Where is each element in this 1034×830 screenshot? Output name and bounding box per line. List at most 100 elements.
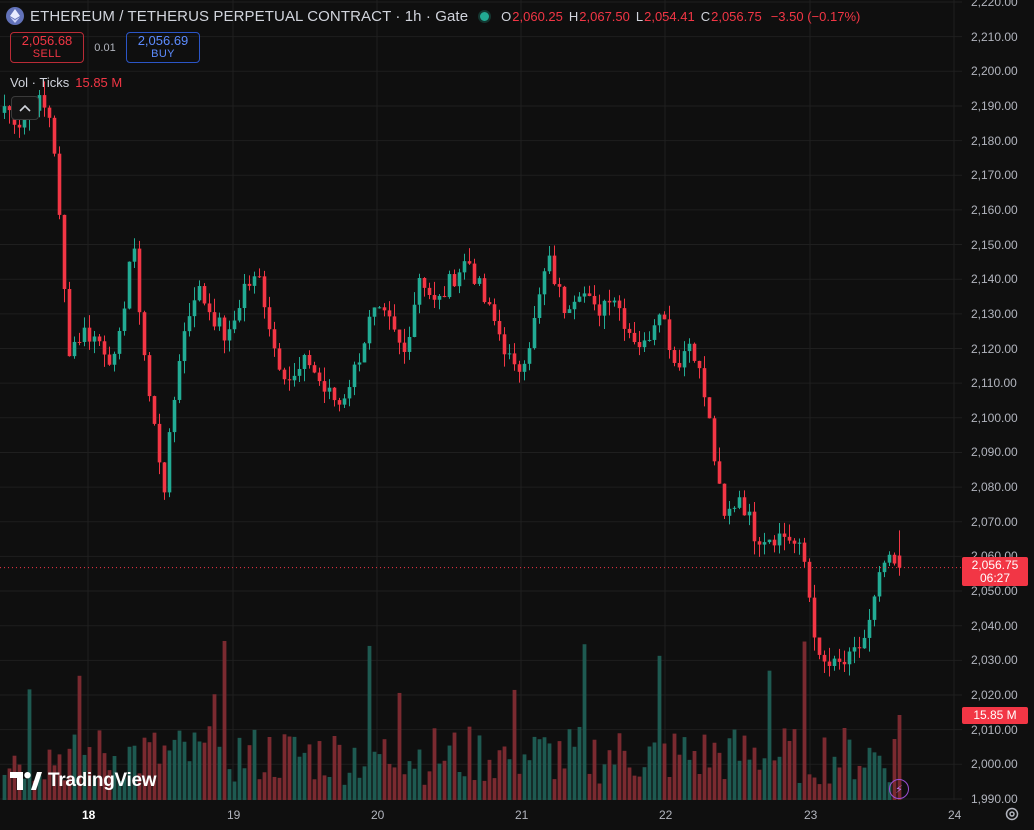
candle-body xyxy=(507,353,512,355)
candle-body xyxy=(742,497,747,516)
candle-body xyxy=(342,398,347,405)
volume-bar xyxy=(77,675,82,800)
candle-body xyxy=(132,248,137,262)
candle-body xyxy=(582,293,587,297)
volume-bar xyxy=(747,759,752,800)
volume-bar xyxy=(147,742,152,800)
volume-bar xyxy=(442,760,447,800)
volume-bar xyxy=(82,754,87,800)
volume-bar xyxy=(527,760,532,800)
volume-bar xyxy=(847,739,852,800)
candle-body xyxy=(322,381,327,392)
volume-bar xyxy=(237,737,242,800)
candle-body xyxy=(172,399,177,433)
candle-body xyxy=(672,350,677,363)
candle-body xyxy=(167,432,172,493)
candle-body xyxy=(547,255,552,272)
volume-bar xyxy=(382,739,387,800)
volume-bar xyxy=(752,747,757,800)
grid xyxy=(0,0,962,800)
volume-bar xyxy=(332,736,337,800)
price-axis-label: 2,050.00 xyxy=(971,584,1018,599)
volume-bar xyxy=(102,753,107,800)
candle-body xyxy=(682,351,687,368)
volume-bar xyxy=(222,640,227,800)
tradingview-logo[interactable]: TradingView xyxy=(10,770,157,792)
volume-bar xyxy=(857,765,862,800)
candle-body xyxy=(317,372,322,382)
candle-body xyxy=(207,303,212,313)
volume-bar xyxy=(407,761,412,800)
volume-bar xyxy=(732,729,737,800)
volume-legend[interactable]: Vol · Ticks 15.85 M xyxy=(10,75,122,90)
candle-body xyxy=(532,317,537,349)
time-axis-label: 23 xyxy=(804,808,818,822)
collapse-legend-button[interactable] xyxy=(11,96,39,120)
volume-bar xyxy=(672,733,677,800)
last-price-tag: 2,056.75 06:27 xyxy=(962,557,1028,586)
sell-button[interactable]: 2,056.68 SELL xyxy=(10,32,84,63)
candle-body xyxy=(572,301,577,310)
candle-body xyxy=(492,304,497,322)
volume-bar xyxy=(892,738,897,800)
candle-body xyxy=(137,248,142,313)
candle-body xyxy=(337,400,342,405)
time-axis-label: 22 xyxy=(659,808,673,822)
candle-body xyxy=(197,286,202,301)
volume-bar xyxy=(552,779,557,800)
volume-bar xyxy=(832,756,837,800)
time-axis-label: 20 xyxy=(371,808,385,822)
volume-bar xyxy=(782,728,787,800)
last-price-value: 2,056.75 xyxy=(971,558,1019,572)
open-value: 2,060.25 xyxy=(512,8,563,24)
volume-bar xyxy=(212,694,217,800)
volume-bar xyxy=(437,763,442,800)
volume-value: 15.85 M xyxy=(75,75,123,90)
candle-body xyxy=(217,317,222,327)
volume-bar xyxy=(852,779,857,800)
candle-body xyxy=(862,637,867,649)
candle-body xyxy=(587,293,592,296)
buy-button[interactable]: 2,056.69 BUY xyxy=(126,32,200,63)
chevron-up-icon xyxy=(19,104,31,112)
candle-body xyxy=(782,533,787,537)
price-axis-label: 2,090.00 xyxy=(971,445,1018,460)
candle-body xyxy=(412,304,417,337)
volume-bar xyxy=(697,774,702,800)
volume-bar xyxy=(377,754,382,800)
volume-bar xyxy=(302,752,307,800)
candle-body xyxy=(512,353,517,365)
volume-bar xyxy=(582,644,587,800)
gear-icon[interactable] xyxy=(1003,805,1021,823)
volume-bar xyxy=(47,749,52,800)
volume-bar xyxy=(497,750,502,800)
candle-body xyxy=(312,365,317,373)
volume-bar xyxy=(127,746,132,800)
candle-body xyxy=(642,340,647,348)
lightning-icon[interactable]: ⚡ xyxy=(889,779,909,799)
volume-bar xyxy=(42,779,47,800)
volume-bar xyxy=(592,739,597,800)
volume-bar xyxy=(337,744,342,800)
volume-bar xyxy=(627,767,632,800)
candle-body xyxy=(552,255,557,285)
candle-body xyxy=(62,214,67,290)
candle-body xyxy=(232,320,237,330)
market-status-icon xyxy=(480,11,490,21)
volume-bar xyxy=(512,689,517,800)
candle-body xyxy=(817,637,822,655)
volume-bar xyxy=(432,728,437,800)
candle-body xyxy=(837,658,842,662)
candle-body xyxy=(47,107,52,118)
volume-bar xyxy=(282,734,287,800)
symbol-title[interactable]: ETHEREUM / TETHERUS PERPETUAL CONTRACT ·… xyxy=(30,7,469,25)
volume-bar xyxy=(607,750,612,800)
volume-bar xyxy=(622,750,627,800)
volume-bar xyxy=(2,774,7,800)
volume-bar xyxy=(727,738,732,800)
candle-body xyxy=(377,307,382,309)
candle-body xyxy=(852,647,857,652)
candle-body xyxy=(242,283,247,309)
volume-label: Vol · Ticks xyxy=(10,75,70,90)
